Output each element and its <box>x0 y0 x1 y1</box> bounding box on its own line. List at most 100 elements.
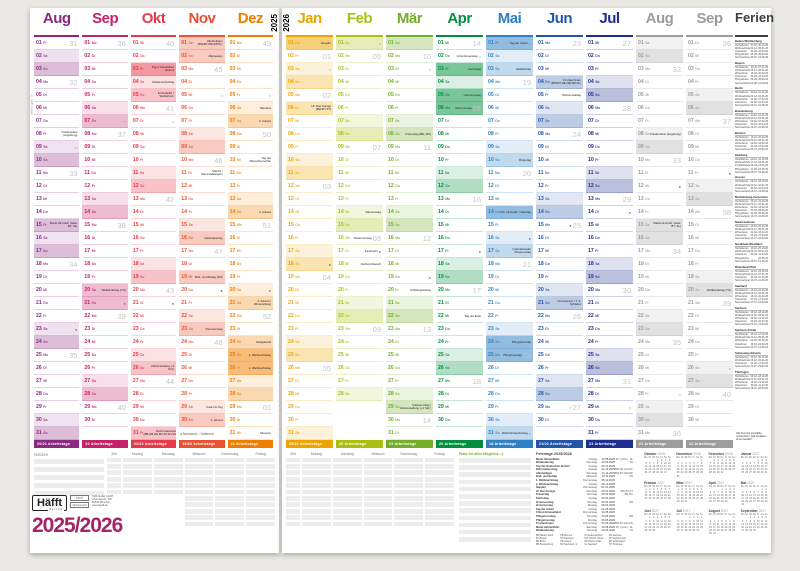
day-number: 12 <box>638 183 644 189</box>
day-row: 11 Mo 33 <box>34 167 80 180</box>
mini-dow: So <box>699 513 704 517</box>
timetable-header: Mittwoch <box>192 452 206 456</box>
day-number: 14 <box>338 209 344 215</box>
day-number: 10 <box>588 157 594 163</box>
day-number: 28 <box>288 391 294 397</box>
mini-dow: Di <box>648 513 652 517</box>
ferien-entry: Weihnachtsferien19.12.-06.01.26 <box>735 359 768 362</box>
day-number: 06 <box>84 105 91 111</box>
day-row: 05 Fr ○ <box>227 89 274 102</box>
day-number: 26 <box>288 365 294 371</box>
ferien-dates: 03.11.-07.11.25 <box>750 66 768 70</box>
day-row: 31 Fr Reformationstag (BB,HB,HH,MV,NI,SH,S… <box>130 427 177 440</box>
day-number: 30 <box>181 417 187 423</box>
day-number: 27 <box>229 378 236 384</box>
weekday-abbr: Mo <box>140 197 145 201</box>
mini-day: 23 <box>752 525 756 529</box>
day-number: 01 <box>688 40 694 46</box>
holiday-row: Weltkindertag Samstag 20.09.2025 TH <box>536 461 633 465</box>
ferien-entry: Osterferien 30.03.-10.04.26 <box>735 123 768 126</box>
day-row-right: Mariä Himmelf. (teilw. BY, SL) <box>47 222 78 228</box>
ferien-state-name: Nordrhein-Westfalen <box>735 242 768 248</box>
day-number: 15 <box>288 222 294 228</box>
day-row: 19 Di <box>34 271 80 284</box>
day-number: 15 <box>538 222 544 228</box>
day-number: 03 <box>538 66 544 72</box>
week-number: 38 <box>117 220 126 230</box>
timetable-cell <box>332 502 362 508</box>
day-row: 10 Sa <box>286 154 333 167</box>
weekday-abbr: Mi <box>140 132 144 136</box>
day-row: 01 Di 36 <box>686 37 733 50</box>
ferien-entry: Osterferien 30.03.-11.04.26 <box>735 253 768 256</box>
day-row: 02 Di <box>227 50 274 63</box>
holiday-date: 20.09.2026 <box>601 529 615 533</box>
day-number: 06 <box>288 105 294 111</box>
day-row-right: 33 <box>673 156 681 165</box>
mini-day: 19 <box>692 493 696 497</box>
day-row-right: 40 <box>117 403 125 412</box>
day-row: 08 Sa <box>179 128 225 141</box>
disclaimer-line: recherchiert. Alle Angaben <box>736 435 767 439</box>
month-column-aug-2026: Aug 01 Sa 02 So 03 Mo 32 04 Di 05 Mi 06 Do 07 Fr 08 Sa Fri… <box>636 10 683 448</box>
day-row: 26 So Zeitumstellung (-1 Std.) <box>130 362 177 375</box>
day-row: 04 Di <box>179 76 225 89</box>
weekday-abbr: Mo <box>495 80 501 84</box>
day-number: 11 <box>338 170 344 176</box>
holiday-date: 01.01.2026 <box>601 486 615 490</box>
day-row: 11 Do <box>536 167 583 180</box>
state-legend-item: SH Schleswig-H. <box>608 540 626 543</box>
day-number: 17 <box>488 248 494 254</box>
day-row-right: 2. Advent <box>259 119 271 123</box>
day-row: 13 Di <box>286 193 333 206</box>
day-row: 09 Fr <box>286 141 333 154</box>
day-row: 28 Di <box>130 388 177 401</box>
weekday-abbr: So <box>495 67 500 71</box>
day-row: 31 So Weltnichtrauchertag ○ <box>486 427 533 440</box>
weekday-abbr: Mo <box>695 392 701 396</box>
day-row-right: ○ <box>629 405 631 410</box>
day-row: 04 Sa <box>436 76 483 89</box>
timetable-cell <box>425 495 454 501</box>
weekday-abbr: Mi <box>236 340 241 344</box>
day-row: 12 So <box>586 180 633 193</box>
day-event-label: 4. Advent / Winteranfang <box>253 299 272 306</box>
holiday-row: Pfingstsonntag Sonntag 24.05.2026 BB <box>536 515 633 519</box>
day-row-right: 45 <box>214 65 222 74</box>
day-number: 28 <box>638 391 644 397</box>
weekday-abbr: Di <box>395 431 399 435</box>
day-number: 01 <box>132 40 139 46</box>
moon-phase-icon: ○ <box>123 118 126 124</box>
ferien-entry: Winterferien 02.02.-13.02.26 <box>735 206 768 209</box>
mini-day: 13 <box>712 493 716 497</box>
mini-day: 19 <box>749 497 752 501</box>
day-number: 12 <box>488 183 494 189</box>
day-row: 16 Di <box>227 232 274 245</box>
day-row-right: 40 <box>166 39 174 48</box>
day-row: 10 Fr <box>586 154 633 167</box>
address-line: Häfft-Verlag GmbH <box>92 495 114 498</box>
mini-dow: Mo <box>708 456 713 459</box>
mini-day: 21 <box>745 525 748 529</box>
day-number: 24 <box>638 339 644 345</box>
day-row: 08 Mi <box>436 128 483 141</box>
timetable-cell <box>332 515 362 520</box>
weekday-abbr: Do <box>445 327 450 331</box>
day-row: 05 Mo 02 <box>286 89 333 102</box>
ferien-entry: Winterferien 02.02.-07.02.26 <box>735 98 768 101</box>
day-row-right: 50 <box>263 130 271 139</box>
day-row: 21 Mi <box>286 297 333 310</box>
day-number: 15 <box>84 222 91 228</box>
mini-calendar-title: Mai 2027 <box>740 480 755 485</box>
mini-day: 9 <box>725 490 727 494</box>
day-row-right: 32 <box>69 78 77 87</box>
weekday-abbr: Di <box>188 353 192 357</box>
weekday-abbr: Sa <box>295 158 300 162</box>
weekday-abbr: Do <box>445 236 450 240</box>
mini-dow: Sa <box>696 484 700 488</box>
day-row: 25 So <box>286 349 333 362</box>
mini-day: 15 <box>712 465 716 469</box>
timetable-cell <box>425 483 454 488</box>
day-event-label: Rosenmontag <box>353 235 372 240</box>
mini-day: 7 <box>653 462 655 466</box>
